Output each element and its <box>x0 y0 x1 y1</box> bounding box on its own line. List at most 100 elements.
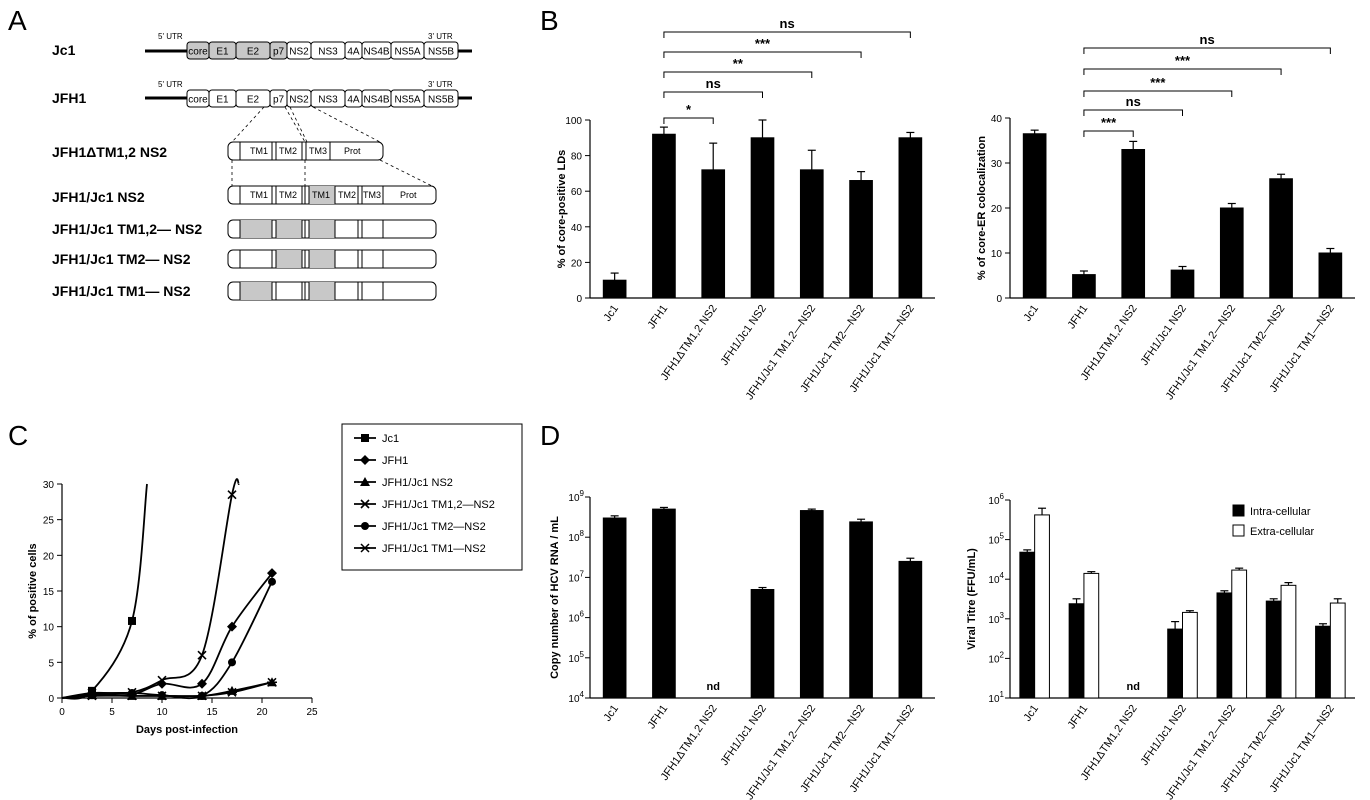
bar <box>652 133 676 299</box>
bar <box>799 510 824 699</box>
y-tick-label: 109 <box>568 489 584 504</box>
bar <box>1167 628 1183 699</box>
x-category-label: Jc1 <box>1021 303 1041 324</box>
delta-tm3: TM3 <box>309 146 327 156</box>
x-category-label: JFH1 <box>645 703 670 731</box>
x-category-label: JFH1ΔTM1,2 NS2 <box>1079 703 1140 783</box>
significance-bracket <box>1083 90 1233 97</box>
significance-label: ** <box>733 56 744 71</box>
y-tick-label: 102 <box>988 650 1004 665</box>
jfh1-seg-8: NS5A <box>394 95 420 106</box>
y-tick-label: 60 <box>571 187 583 198</box>
y-tick-label: 103 <box>988 611 1004 626</box>
significance-bracket <box>1083 68 1282 75</box>
y-tick-label: 30 <box>43 480 55 491</box>
legend-label: JFH1/Jc1 TM2—NS2 <box>382 521 486 533</box>
significance-bracket <box>663 91 763 98</box>
chimera-jc1-tm3: TM3 <box>363 190 381 200</box>
y-tick-label: 25 <box>43 516 55 527</box>
series-line <box>61 581 273 700</box>
delta-prot: Prot <box>344 146 361 156</box>
series-5 <box>61 677 277 701</box>
jc1-5utr: 5' UTR <box>158 32 183 41</box>
jfh1-seg-box-9 <box>423 89 459 108</box>
x-tick-label: 10 <box>156 707 168 718</box>
panel-a-genome-diagram: Jc1 5' UTR 3' UTR core E1 E2 p7 NS2 NS3 4A NS4B… <box>52 32 472 301</box>
significance-bracket <box>663 117 714 124</box>
marker-x <box>157 675 167 685</box>
bar <box>1329 602 1346 699</box>
y-tick-label: 20 <box>43 551 55 562</box>
bar <box>1170 269 1195 299</box>
jc1-seg-7: NS4B <box>363 47 389 58</box>
y-tick-label: 40 <box>571 223 583 234</box>
jc1-seg-6: 4A <box>347 47 360 58</box>
significance-bracket <box>663 31 911 38</box>
series-3 <box>61 478 240 699</box>
legend-label: Intra-cellular <box>1250 506 1311 518</box>
series-line <box>61 478 240 699</box>
series-0 <box>61 483 148 700</box>
y-tick-label: 106 <box>568 610 584 625</box>
x-tick-label: 5 <box>109 707 115 718</box>
bar <box>1231 569 1248 699</box>
significance-bracket <box>1083 109 1183 116</box>
bar <box>602 517 627 699</box>
jc1-seg-8: NS5A <box>394 47 420 58</box>
jfh1-5utr: 5' UTR <box>158 80 183 89</box>
bar <box>849 180 873 299</box>
bar <box>1019 551 1036 699</box>
significance-label: *** <box>755 36 771 51</box>
marker-star <box>197 691 207 701</box>
x-axis-label: Days post-infection <box>136 724 238 736</box>
marker-star <box>157 691 167 701</box>
chimera-label: JFH1/Jc1 NS2 <box>52 189 145 205</box>
bar <box>652 508 676 699</box>
panel-label-b: B <box>540 5 559 36</box>
jc1-seg-0: core <box>188 47 208 58</box>
chimera-jc1-tm1: TM1 <box>312 190 330 200</box>
jc1-seg-5: NS3 <box>318 47 338 58</box>
y-tick-label: 10 <box>991 249 1003 260</box>
marker-diamond <box>197 678 207 689</box>
x-category-label: JFH1 <box>1065 703 1090 731</box>
jfh1-seg-2: E2 <box>247 95 260 106</box>
bar <box>1068 603 1085 699</box>
x-category-label: JFH1ΔTM1,2 NS2 <box>1079 303 1140 383</box>
y-tick-label: 0 <box>576 294 582 305</box>
x-category-label: JFH1ΔTM1,2 NS2 <box>659 303 720 383</box>
series-line <box>61 483 148 700</box>
significance-bracket <box>1083 47 1331 54</box>
marker-star <box>360 543 370 553</box>
bar <box>602 279 627 299</box>
x-tick-label: 20 <box>256 707 268 718</box>
jfh1-3utr: 3' UTR <box>428 80 453 89</box>
series-1 <box>61 568 277 700</box>
x-category-label: Jc1 <box>601 303 621 324</box>
marker-star <box>227 687 237 697</box>
legend-label: JFH1/Jc1 NS2 <box>382 477 453 489</box>
y-tick-label: 104 <box>988 571 1004 586</box>
bar <box>1083 572 1100 699</box>
bar <box>701 169 726 299</box>
panel-label-d: D <box>540 420 560 451</box>
bar <box>1318 252 1343 299</box>
jfh1-seg-5: NS3 <box>318 95 338 106</box>
chimera-prot: Prot <box>400 190 417 200</box>
nd-label: nd <box>1126 681 1139 693</box>
jc1-seg-3: p7 <box>273 47 285 58</box>
jc1-seg-9: NS5B <box>428 47 454 58</box>
x-category-label: Jc1 <box>601 703 621 724</box>
bar <box>1121 149 1146 299</box>
bar <box>1280 584 1297 699</box>
x-tick-label: 15 <box>206 707 218 718</box>
y-tick-label: 104 <box>568 690 584 705</box>
series-4 <box>61 577 276 700</box>
bar <box>1216 592 1233 699</box>
chimera-jc1-tm2: TM2 <box>338 190 356 200</box>
bar <box>750 137 775 299</box>
bar <box>750 589 775 699</box>
y-tick-label: 10 <box>43 623 55 634</box>
x-category-label: JFH1 <box>1065 303 1090 331</box>
bar <box>1265 600 1282 699</box>
